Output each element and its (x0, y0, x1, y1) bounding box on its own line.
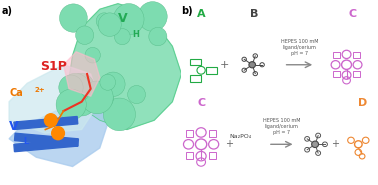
Text: b): b) (181, 6, 193, 16)
Bar (353, 52, 360, 58)
Circle shape (71, 92, 94, 116)
Circle shape (68, 73, 94, 100)
Text: S1P: S1P (40, 60, 67, 73)
Bar (353, 71, 360, 77)
Circle shape (101, 72, 125, 96)
Text: C: C (197, 98, 205, 108)
Text: HEPES 100 mM
ligand/cerium
pH = 7: HEPES 100 mM ligand/cerium pH = 7 (280, 39, 318, 56)
Circle shape (59, 75, 83, 100)
Text: V: V (118, 12, 127, 25)
Text: D: D (358, 98, 367, 108)
Circle shape (56, 89, 86, 120)
Text: 2+: 2+ (34, 88, 45, 93)
Bar (191, 75, 201, 82)
Text: +: + (331, 139, 339, 149)
Text: HEPES 100 mM
ligand/cerium
pH = 7: HEPES 100 mM ligand/cerium pH = 7 (263, 118, 301, 135)
Circle shape (100, 74, 116, 90)
Polygon shape (64, 52, 100, 96)
Bar (333, 71, 340, 77)
Bar (209, 152, 217, 159)
Circle shape (45, 114, 57, 127)
Bar (191, 59, 201, 65)
Polygon shape (9, 65, 100, 133)
Circle shape (103, 98, 135, 131)
Bar (209, 130, 217, 137)
Circle shape (115, 28, 130, 45)
Text: +: + (220, 60, 229, 70)
Circle shape (98, 13, 121, 36)
Bar (186, 152, 193, 159)
Circle shape (59, 4, 87, 32)
Text: V: V (9, 120, 19, 132)
Text: L: L (23, 137, 29, 146)
Circle shape (96, 13, 112, 29)
Circle shape (312, 141, 319, 148)
Circle shape (52, 127, 64, 140)
Text: +: + (225, 139, 232, 149)
Text: H: H (132, 30, 139, 39)
Polygon shape (9, 102, 109, 166)
Text: C: C (349, 9, 356, 19)
Circle shape (128, 85, 146, 104)
Bar (14, 117, 78, 130)
Circle shape (98, 91, 113, 107)
Circle shape (81, 81, 113, 114)
Circle shape (249, 62, 256, 68)
Text: A: A (197, 9, 206, 19)
Bar (14, 139, 78, 152)
Circle shape (76, 26, 94, 44)
Bar (206, 67, 217, 73)
Text: Ca: Ca (9, 88, 23, 98)
Polygon shape (69, 4, 181, 129)
Circle shape (113, 4, 144, 35)
Circle shape (96, 92, 113, 109)
Text: a): a) (2, 6, 13, 16)
Text: B: B (250, 9, 259, 19)
Circle shape (85, 47, 101, 63)
Circle shape (60, 73, 90, 103)
Circle shape (138, 2, 167, 31)
Bar (14, 133, 78, 146)
Text: Na₂PO₄: Na₂PO₄ (229, 134, 251, 139)
Bar (333, 52, 340, 58)
Bar (186, 130, 193, 137)
Circle shape (149, 27, 167, 46)
